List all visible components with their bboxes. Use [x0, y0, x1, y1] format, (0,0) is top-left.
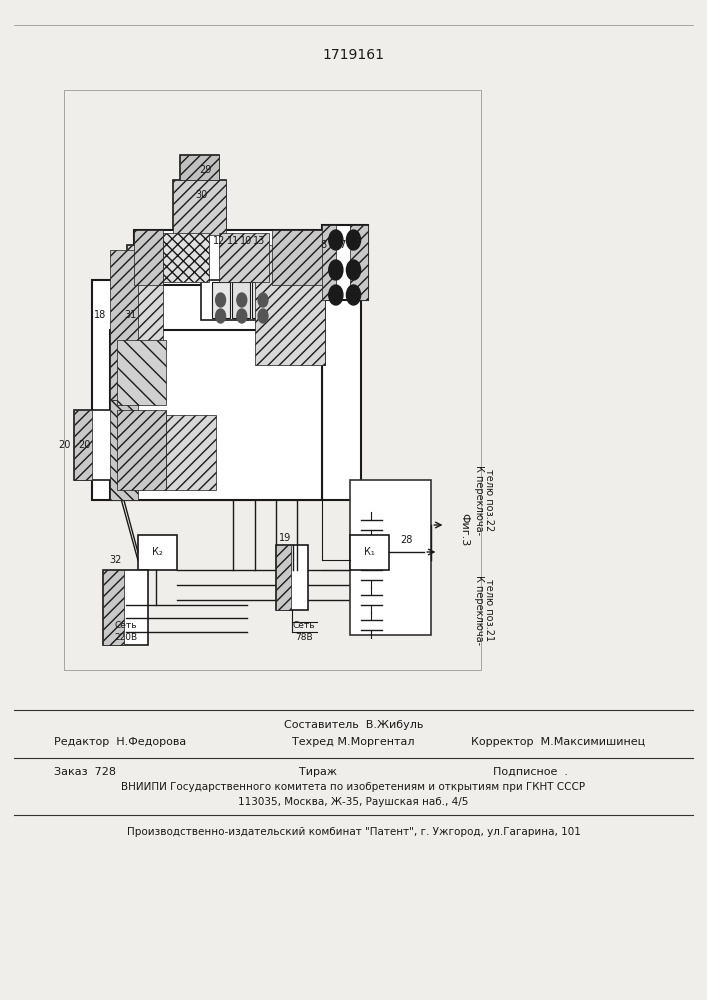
Bar	[173, 180, 226, 235]
Bar	[322, 225, 336, 300]
Text: Подписное  .: Подписное .	[493, 767, 568, 777]
Bar	[110, 250, 138, 400]
Text: Составитель  В.Жибуль: Составитель В.Жибуль	[284, 720, 423, 730]
Bar	[163, 233, 209, 282]
Bar	[350, 225, 368, 300]
Bar	[173, 180, 226, 235]
Text: Заказ  728: Заказ 728	[54, 767, 116, 777]
Text: Сеть: Сеть	[115, 620, 137, 630]
Bar	[271, 282, 289, 318]
Bar	[138, 535, 177, 570]
Text: Фиг.3: Фиг.3	[460, 513, 469, 547]
Text: 19: 19	[279, 533, 291, 543]
Circle shape	[346, 230, 361, 250]
Text: 18: 18	[94, 310, 106, 320]
Circle shape	[237, 309, 247, 323]
Text: Редактор  Н.Федорова: Редактор Н.Федорова	[54, 737, 187, 747]
Text: Корректор  М.Максимишинец: Корректор М.Максимишинец	[472, 737, 645, 747]
Circle shape	[346, 285, 361, 305]
Circle shape	[258, 309, 268, 323]
Text: 12: 12	[213, 236, 226, 246]
Bar	[74, 410, 92, 480]
Text: 78В: 78В	[296, 634, 312, 643]
Bar	[272, 230, 325, 285]
Circle shape	[329, 230, 343, 250]
Bar	[252, 282, 269, 318]
Text: 13: 13	[252, 236, 265, 246]
Circle shape	[346, 260, 361, 280]
Bar	[110, 400, 138, 500]
Text: 20: 20	[78, 440, 90, 450]
Circle shape	[216, 309, 226, 323]
Text: 28: 28	[400, 535, 413, 545]
Text: 8: 8	[321, 240, 327, 250]
Bar	[110, 330, 322, 500]
Text: 10: 10	[240, 236, 252, 246]
Bar	[212, 282, 230, 318]
Text: 32: 32	[110, 555, 122, 565]
Bar	[127, 245, 325, 365]
Bar	[201, 280, 325, 320]
Text: Техред М.Моргентал: Техред М.Моргентал	[292, 737, 415, 747]
Text: 113035, Москва, Ж-35, Раушская наб., 4/5: 113035, Москва, Ж-35, Раушская наб., 4/5	[238, 797, 469, 807]
Bar	[92, 280, 361, 500]
Bar	[127, 245, 163, 365]
Text: 29: 29	[199, 165, 211, 175]
Bar	[180, 155, 219, 180]
Text: К₂: К₂	[151, 547, 163, 557]
Text: Производственно-издательский комбинат "Патент", г. Ужгород, ул.Гагарина, 101: Производственно-издательский комбинат "П…	[127, 827, 580, 837]
Bar	[350, 480, 431, 635]
Bar	[350, 535, 389, 570]
Bar	[166, 415, 216, 490]
Text: 11: 11	[227, 236, 240, 246]
Bar	[103, 570, 148, 645]
Text: К переключа-: К переключа-	[474, 465, 484, 535]
Bar	[276, 545, 308, 610]
Circle shape	[329, 260, 343, 280]
Bar	[255, 245, 325, 365]
Circle shape	[237, 293, 247, 307]
Bar	[232, 282, 250, 318]
Bar	[134, 230, 325, 285]
Circle shape	[329, 285, 343, 305]
Text: ВНИИПИ Государственного комитета по изобретениям и открытиям при ГКНТ СССР: ВНИИПИ Государственного комитета по изоб…	[122, 782, 585, 792]
Bar	[180, 155, 219, 180]
Bar	[117, 410, 166, 490]
Text: телю поз.21: телю поз.21	[484, 579, 494, 641]
Text: 17: 17	[334, 240, 347, 250]
Text: Сеть: Сеть	[293, 620, 315, 630]
Bar	[134, 230, 163, 285]
Text: 20: 20	[58, 440, 71, 450]
Bar	[322, 225, 368, 300]
Text: телю поз.22: телю поз.22	[484, 469, 494, 531]
Text: Тираж: Тираж	[299, 767, 337, 777]
Bar	[74, 410, 113, 480]
Text: К переключа-: К переключа-	[474, 575, 484, 645]
Bar	[117, 340, 166, 405]
Bar	[64, 90, 481, 670]
Text: 30: 30	[195, 190, 208, 200]
Text: 31: 31	[124, 310, 137, 320]
Text: К₁: К₁	[363, 547, 375, 557]
Circle shape	[216, 293, 226, 307]
Bar	[103, 570, 124, 645]
Bar	[276, 545, 291, 610]
Circle shape	[258, 293, 268, 307]
Text: 220В: 220В	[115, 634, 137, 643]
Text: 1719161: 1719161	[322, 48, 385, 62]
Bar	[219, 233, 269, 282]
